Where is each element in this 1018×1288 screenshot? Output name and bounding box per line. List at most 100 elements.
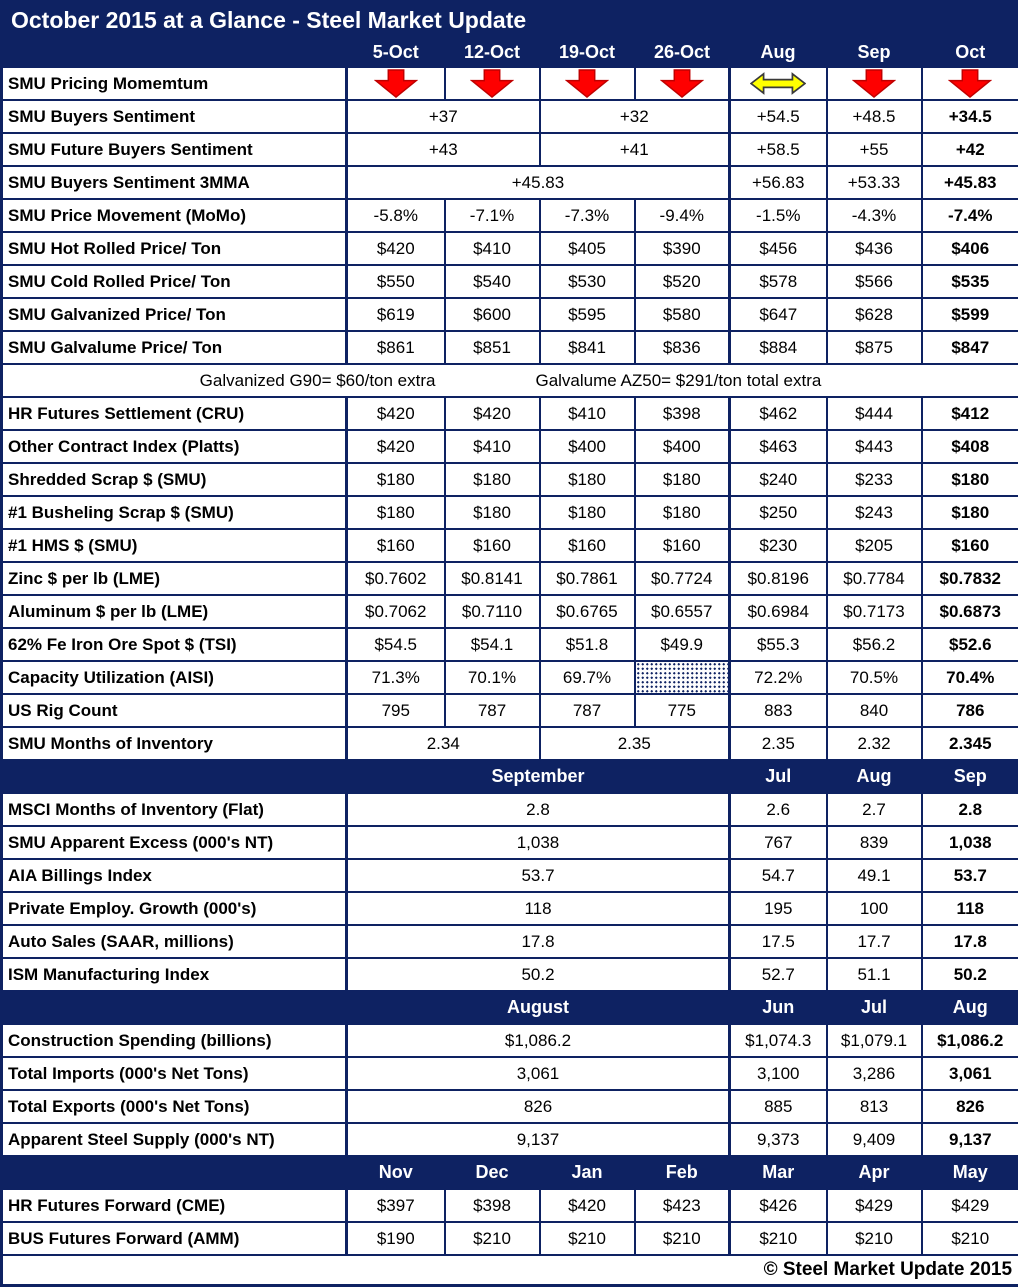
group-header-cell: Feb [633,1155,731,1190]
no-data-cell [633,660,731,695]
value-cell: $205 [825,528,923,563]
down-arrow-icon [633,66,731,101]
group-header-row: August Jun Jul Aug [0,990,1018,1025]
row-label: SMU Cold Rolled Price/ Ton [0,264,348,299]
value-cell: 775 [633,693,731,728]
value-cell: 53.7 [920,858,1018,893]
value-cell: 883 [728,693,828,728]
row-label: SMU Price Movement (MoMo) [0,198,348,233]
value-cell: 195 [728,891,828,926]
column-header: 5-Oct [345,37,446,68]
value-cell: 2.35 [728,726,828,761]
table-row: SMU Apparent Excess (000's NT) 1,038 767 83… [0,825,1018,860]
value-cell: $180 [345,495,446,530]
row-label [0,1155,348,1190]
row-label: MSCI Months of Inventory (Flat) [0,792,348,827]
table-row: #1 Busheling Scrap $ (SMU) $180 $180 $180 $1… [0,495,1018,530]
value-cell: -1.5% [728,198,828,233]
down-arrow-icon [825,66,923,101]
value-cell: 826 [345,1089,731,1124]
column-header: Aug [728,37,828,68]
down-arrow-icon [920,66,1018,101]
value-cell: 70.4% [920,660,1018,695]
value-cell: $426 [728,1188,828,1223]
value-cell: $240 [728,462,828,497]
value-cell: 17.8 [920,924,1018,959]
value-cell: $420 [345,231,446,266]
value-cell: +42 [920,132,1018,167]
value-cell: $1,079.1 [825,1023,923,1058]
value-cell: $180 [633,495,731,530]
value-cell: $52.6 [920,627,1018,662]
note-text: Galvanized G90= $60/ton extra [199,370,436,390]
value-cell: -4.3% [825,198,923,233]
row-label: SMU Future Buyers Sentiment [0,132,348,167]
group-header-cell: Aug [825,759,923,794]
value-cell: 53.7 [345,858,731,893]
value-cell: 2.8 [345,792,731,827]
value-cell: $0.7832 [920,561,1018,596]
value-cell: $190 [345,1221,446,1256]
value-cell: $210 [920,1221,1018,1256]
value-cell: +54.5 [728,99,828,134]
table-row: Private Employ. Growth (000's) 118 195 100 1… [0,891,1018,926]
value-cell: +56.83 [728,165,828,200]
value-cell: +43 [345,132,541,167]
column-header-row: 5-Oct 12-Oct 19-Oct 26-Oct Aug Sep Oct [0,37,1018,68]
value-cell: 9,409 [825,1122,923,1157]
group-header-cell: Dec [443,1155,541,1190]
column-header: Sep [825,37,923,68]
row-label: 62% Fe Iron Ore Spot $ (TSI) [0,627,348,662]
value-cell: 52.7 [728,957,828,992]
row-label: Total Imports (000's Net Tons) [0,1056,348,1091]
value-cell: 50.2 [345,957,731,992]
row-label: Shredded Scrap $ (SMU) [0,462,348,497]
row-label: SMU Pricing Momemtum [0,66,348,101]
value-cell: $841 [538,330,636,365]
footer-row: © Steel Market Update 2015 [0,1254,1018,1287]
value-cell: $0.7602 [345,561,446,596]
group-header-row: Nov Dec Jan Feb Mar Apr May [0,1155,1018,1190]
value-cell: 2.6 [728,792,828,827]
value-cell: $456 [728,231,828,266]
table-row: SMU Buyers Sentiment +37 +32 +54.5 +48.5 +34.… [0,99,1018,134]
value-cell: $55.3 [728,627,828,662]
value-cell: $1,086.2 [920,1023,1018,1058]
value-cell: 118 [920,891,1018,926]
table-row: Capacity Utilization (AISI) 71.3% 70.1% 69.… [0,660,1018,695]
value-cell: 51.1 [825,957,923,992]
value-cell: -7.4% [920,198,1018,233]
table-row: SMU Future Buyers Sentiment +43 +41 +58.5 +5… [0,132,1018,167]
table-row: 62% Fe Iron Ore Spot $ (TSI) $54.5 $54.1 $5… [0,627,1018,662]
value-cell: 767 [728,825,828,860]
value-cell: -7.3% [538,198,636,233]
value-cell: $398 [633,396,731,431]
row-label [0,990,348,1025]
value-cell: $0.8196 [728,561,828,596]
value-cell: -7.1% [443,198,541,233]
value-cell: 3,061 [345,1056,731,1091]
value-cell: $405 [538,231,636,266]
row-label: Auto Sales (SAAR, millions) [0,924,348,959]
group-header-cell: Jul [825,990,923,1025]
value-cell: $647 [728,297,828,332]
group-header-cell: Mar [728,1155,828,1190]
value-cell: 118 [345,891,731,926]
group-header-cell: September [345,759,731,794]
value-cell: 49.1 [825,858,923,893]
value-cell: $550 [345,264,446,299]
value-cell: $423 [633,1188,731,1223]
value-cell: $436 [825,231,923,266]
row-label: Zinc $ per lb (LME) [0,561,348,596]
value-cell: $54.5 [345,627,446,662]
value-cell: 786 [920,693,1018,728]
value-cell: $443 [825,429,923,464]
value-cell: $230 [728,528,828,563]
value-cell: $408 [920,429,1018,464]
value-cell: $243 [825,495,923,530]
row-label: Aluminum $ per lb (LME) [0,594,348,629]
value-cell: $0.7173 [825,594,923,629]
value-cell: $180 [920,495,1018,530]
value-cell: $875 [825,330,923,365]
value-cell: $180 [538,495,636,530]
